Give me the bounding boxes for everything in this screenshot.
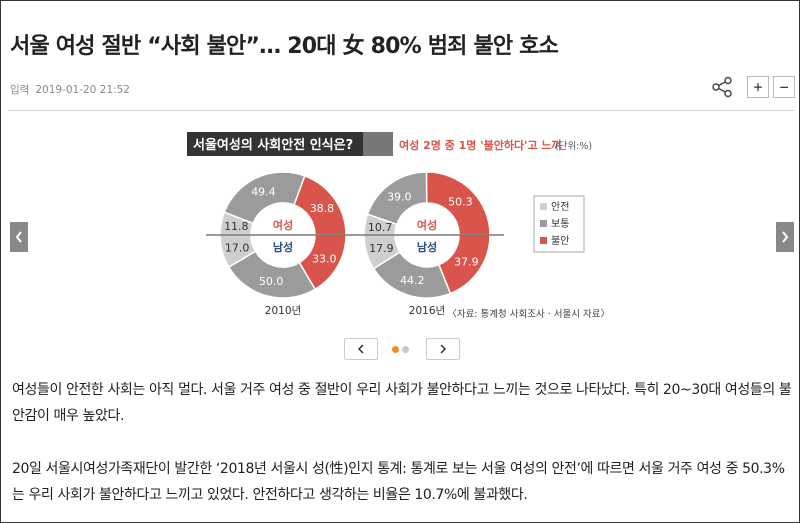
publish-date: 입력 2019-01-20 21:52 — [10, 82, 130, 97]
chart0-female-slice-1 — [223, 171, 306, 225]
chart1-male-label: 남성 — [417, 240, 437, 254]
chart0-male-value-2: 17.0 — [225, 242, 250, 255]
pager-dot[interactable] — [402, 346, 409, 353]
chart1-female-label: 여성 — [417, 218, 437, 232]
chart1-male-value-2: 17.9 — [369, 242, 394, 255]
article-paragraph-1: 여성들이 안전한 사회는 아직 멀다. 서울 거주 여성 중 절반이 우리 사회… — [12, 382, 792, 424]
gallery-next-arrow[interactable] — [776, 222, 794, 252]
chart1-female-slice-2 — [363, 213, 398, 236]
chart1-year-label: 2016년 — [409, 305, 445, 317]
legend-label-normal: 보통 — [551, 218, 569, 230]
pager-dot-active[interactable] — [392, 346, 399, 353]
infographic-image: 서울여성의 사회안전 인식은? 여성 2명 중 1명 '불안하다'고 느껴 (단… — [187, 132, 610, 320]
font-decrease-button[interactable]: − — [773, 76, 795, 98]
chart1-female-slice-1 — [366, 171, 428, 226]
chart0-female-value-1: 49.4 — [251, 186, 276, 199]
article-paragraph-2: 20일 서울시여성가족재단이 발간한 ‘2018년 서울시 성(性)인지 통계:… — [12, 461, 785, 503]
infographic-heading: 서울여성의 사회안전 인식은? — [193, 137, 353, 153]
pager-prev-button[interactable] — [344, 338, 378, 360]
chevron-right-icon — [782, 231, 789, 243]
legend-label-safe: 안전 — [551, 201, 569, 213]
chart0-year-label: 2010년 — [265, 305, 301, 317]
date-label: 입력 — [10, 84, 30, 96]
gallery-pager — [344, 338, 460, 360]
chart1-female-slice-0 — [425, 171, 491, 236]
chart1-female-value-1: 39.0 — [387, 190, 412, 203]
chart0-male-value-1: 50.0 — [259, 275, 284, 288]
chart0-male-label: 남성 — [273, 240, 293, 254]
chart0-female-label: 여성 — [273, 218, 293, 232]
legend-swatch-normal — [540, 220, 547, 227]
chart1-male-value-0: 37.9 — [454, 256, 479, 269]
date-value: 2019-01-20 21:52 — [35, 84, 130, 96]
chevron-right-icon — [440, 344, 447, 354]
pager-next-button[interactable] — [426, 338, 460, 360]
chart1-female-value-0: 50.3 — [448, 195, 473, 208]
chart0-female-value-2: 11.8 — [224, 220, 249, 233]
infographic-subheading: 여성 2명 중 1명 '불안하다'고 느껴 — [399, 138, 562, 152]
header-divider — [8, 110, 794, 111]
infographic-header-fade — [363, 132, 393, 156]
infographic-unit: (단위:%) — [555, 140, 592, 152]
chevron-left-icon — [15, 231, 22, 243]
chevron-left-icon — [357, 344, 364, 354]
gallery-prev-arrow[interactable] — [10, 222, 28, 252]
chart0-male-value-0: 33.0 — [312, 253, 337, 266]
share-icon[interactable] — [711, 76, 733, 98]
chart-legend: 안전 보통 불안 — [533, 195, 585, 253]
article-tools: + − — [711, 76, 795, 98]
font-increase-button[interactable]: + — [747, 76, 769, 98]
chart1-male-value-1: 44.2 — [400, 274, 425, 287]
article-title: 서울 여성 절반 “사회 불안”… 20대 女 80% 범죄 불안 호소 — [10, 34, 559, 59]
infographic-header-bar — [187, 132, 363, 156]
chart0-female-value-0: 38.8 — [310, 202, 335, 215]
chart1-female-value-2: 10.7 — [368, 221, 393, 234]
infographic-source: 〈자료: 통계청 사회조사 · 서울시 자료〉 — [447, 308, 610, 320]
legend-label-unsafe: 불안 — [551, 235, 569, 247]
chart0-female-slice-2 — [219, 211, 255, 236]
legend-swatch-safe — [540, 203, 547, 210]
legend-swatch-unsafe — [540, 237, 547, 244]
